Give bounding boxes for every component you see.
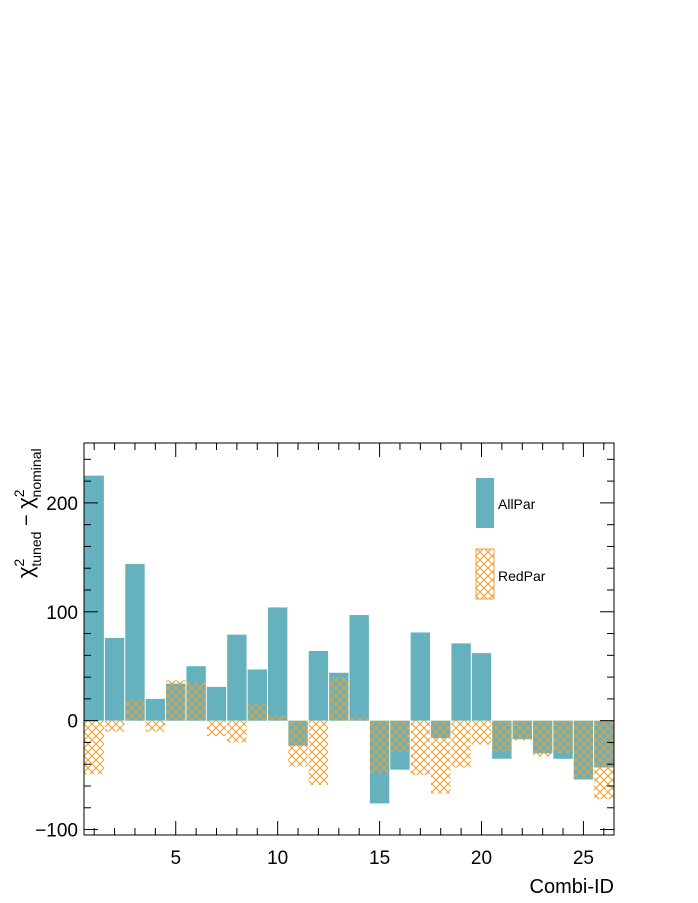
redpar-bar [390,720,410,752]
allpar-bar [308,650,329,721]
allpar-bar [410,632,431,721]
redpar-bar [125,698,145,721]
allpar-bar [471,653,492,721]
x-tick-label: 10 [267,848,288,869]
redpar-bar [349,717,369,721]
x-axis-title: Combi-ID [530,876,614,898]
redpar-bar [431,720,451,794]
x-tick-label: 25 [573,848,594,869]
redpar-bar [247,704,267,721]
redpar-bar [308,720,329,785]
allpar-bar [227,634,247,721]
redpar-bars [84,677,614,800]
legend-label-redpar: RedPar [498,568,546,584]
redpar-bar [227,720,247,743]
y-tick-label: 0 [67,712,78,733]
allpar-bar [104,637,125,721]
redpar-bar [512,720,532,741]
allpar-bar [349,615,369,721]
y-tick-label: 200 [46,494,78,515]
redpar-bar [166,680,186,721]
redpar-bar [329,677,349,721]
redpar-bar [369,720,390,773]
redpar-bar [145,720,166,732]
redpar-bar [206,720,227,736]
redpar-bar [532,720,553,757]
x-tick-label: 15 [369,848,390,869]
x-tick-label: 20 [471,848,492,869]
allpar-bar [125,563,145,721]
redpar-bar [451,720,471,768]
redpar-bar [573,720,594,778]
redpar-bar [553,720,573,754]
axis-labels: Combi-ID χ2tuned − χ2nominal [11,448,614,898]
redpar-bar [492,720,512,752]
redpar-bar [104,720,125,732]
x-tick-label: 5 [170,848,181,869]
redpar-bar [186,682,206,721]
allpar-bar [206,686,227,721]
redpar-bar [471,720,492,745]
y-tick-label: 100 [46,603,78,624]
plot-frame [83,442,615,836]
legend-label-allpar: AllPar [498,496,536,512]
axes: 5 10 15 20 25 −100 0 100 200 [35,442,615,869]
allpar-bar [267,607,288,721]
legend: AllPar RedPar [475,478,546,600]
redpar-bar [84,720,104,775]
y-tick-label: −100 [35,821,78,842]
legend-swatch-allpar [476,478,494,528]
y-axis-title: χ2tuned − χ2nominal [11,448,44,578]
redpar-bar [267,715,288,721]
redpar-bar [594,720,614,800]
redpar-bar [288,720,308,767]
legend-swatch-redpar [475,548,495,600]
allpar-bar [84,475,104,721]
allpar-bar [451,643,471,721]
allpar-bar [145,698,166,721]
redpar-bar [410,720,431,776]
